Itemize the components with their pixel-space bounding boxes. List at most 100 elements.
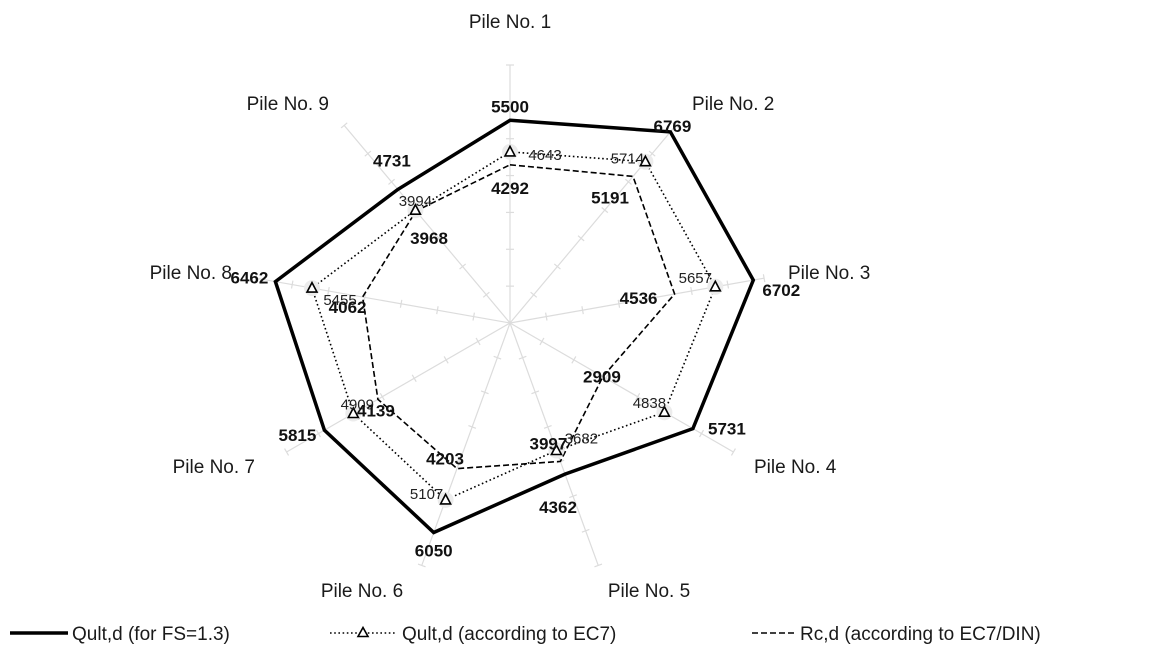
triangle-marker [503,144,517,157]
data-label-series-3: 5191 [591,188,629,207]
tick-mark [672,122,680,129]
tick-mark [690,286,693,296]
legend-item-series-3: Rc,d (according to EC7/DIN) [752,624,1041,645]
legend-item-series-1: Qult,d (for FS=1.3) [10,624,230,645]
tick-mark [284,448,290,456]
tick-mark [726,280,730,289]
tick-mark [730,448,736,456]
series-2-polygon [311,151,717,501]
tick-mark [290,280,294,289]
legend-label-series-1: Qult,d (for FS=1.3) [72,624,230,645]
axis-label-pile-5: Pile No. 5 [608,581,690,602]
data-label-series-3: 3997 [529,434,567,453]
tick-mark [482,291,490,298]
tick-mark [653,293,657,302]
series-polygons [273,118,756,535]
data-label-series-2: 5455 [323,292,356,309]
tick-mark [327,286,330,296]
tick-mark [625,178,632,185]
tick-mark [594,563,603,568]
tick-mark [435,235,443,242]
data-label-series-1: 5815 [278,426,316,445]
data-label-series-2: 4909 [341,397,374,414]
tick-mark [530,291,538,298]
spoke-9 [343,124,511,324]
tick-mark [543,424,552,429]
tick-mark [648,150,656,157]
triangle-marker [658,404,671,417]
series-markers [304,143,724,508]
tick-mark [363,293,367,302]
data-label-series-1: 6462 [230,269,268,288]
data-label-series-1: 6769 [653,117,691,136]
data-label-series-3: 4139 [357,401,395,420]
data-label-series-2: 3682 [565,431,598,448]
tick-mark [493,355,502,360]
series-1-polygon [273,118,756,535]
tick-mark [577,235,585,242]
tick-mark [411,374,417,383]
tick-mark [571,356,577,364]
tick-mark [436,306,439,315]
tick-mark [364,150,372,157]
spoke-4 [509,322,734,453]
legend-label-series-2: Qult,d (according to EC7) [402,624,616,645]
tick-mark [455,459,464,464]
data-label-series-2: 4643 [528,147,561,164]
data-label-series-1: 6050 [415,542,453,561]
axis-label-pile-3: Pile No. 3 [788,263,870,284]
tick-mark [480,390,489,395]
tick-mark [254,274,258,283]
triangle-marker [305,280,319,293]
tick-mark [475,337,481,346]
triangle-marker [409,202,422,215]
tick-mark [459,263,467,270]
data-label-series-2: 5714 [611,151,644,168]
legend: Qult,d (for FS=1.3) Qult,d (according to… [10,624,1041,645]
data-label-series-2: 5107 [410,486,443,503]
legend-label-series-3: Rc,d (according to EC7/DIN) [800,624,1041,645]
series-3-polygon [361,163,676,470]
data-label-series-1: 4731 [373,151,411,170]
data-label-series-3: 4062 [329,298,367,317]
data-label-series-3: 3968 [410,229,448,248]
axis-label-pile-8: Pile No. 8 [150,263,232,284]
tick-mark [617,299,621,308]
triangle-marker [550,443,563,456]
tick-mark [603,374,609,383]
tick-mark [635,392,641,401]
data-label-series-1: 5500 [491,97,529,116]
spoke-8 [255,277,511,324]
data-label-series-1: 4362 [539,498,577,517]
tick-mark [379,392,385,401]
triangle-marker [639,154,652,167]
legend-item-series-2: Qult,d (according to EC7) [330,624,616,645]
tick-mark [388,178,395,185]
data-labels: 5500 6769 6702 5731 4362 6050 5815 6462 4731 4643… [230,97,800,560]
tick-mark [531,390,540,395]
tick-mark [569,494,577,499]
tick-mark [472,312,475,321]
axis-label-pile-9: Pile No. 9 [247,94,329,115]
tick-mark [762,274,766,283]
tick-mark [601,207,609,214]
tick-mark [698,429,705,438]
triangle-marker [439,492,452,505]
tick-mark [545,312,548,321]
tick-mark [417,563,426,568]
data-label-series-3: 4203 [426,450,464,469]
tick-mark [581,306,584,315]
spoke-7 [286,322,511,453]
data-label-series-1: 6702 [762,281,800,300]
legend-triangle-marker [356,625,370,638]
axis-label-pile-2: Pile No. 2 [692,94,774,115]
tick-mark [553,263,561,270]
triangle-marker [346,406,360,419]
data-label-series-2: 4838 [633,395,666,412]
data-label-series-3: 4292 [491,179,529,198]
tick-mark [468,424,477,429]
data-label-series-3: 2909 [583,368,621,387]
data-label-series-3: 4536 [620,289,658,308]
spoke-6 [421,322,511,566]
